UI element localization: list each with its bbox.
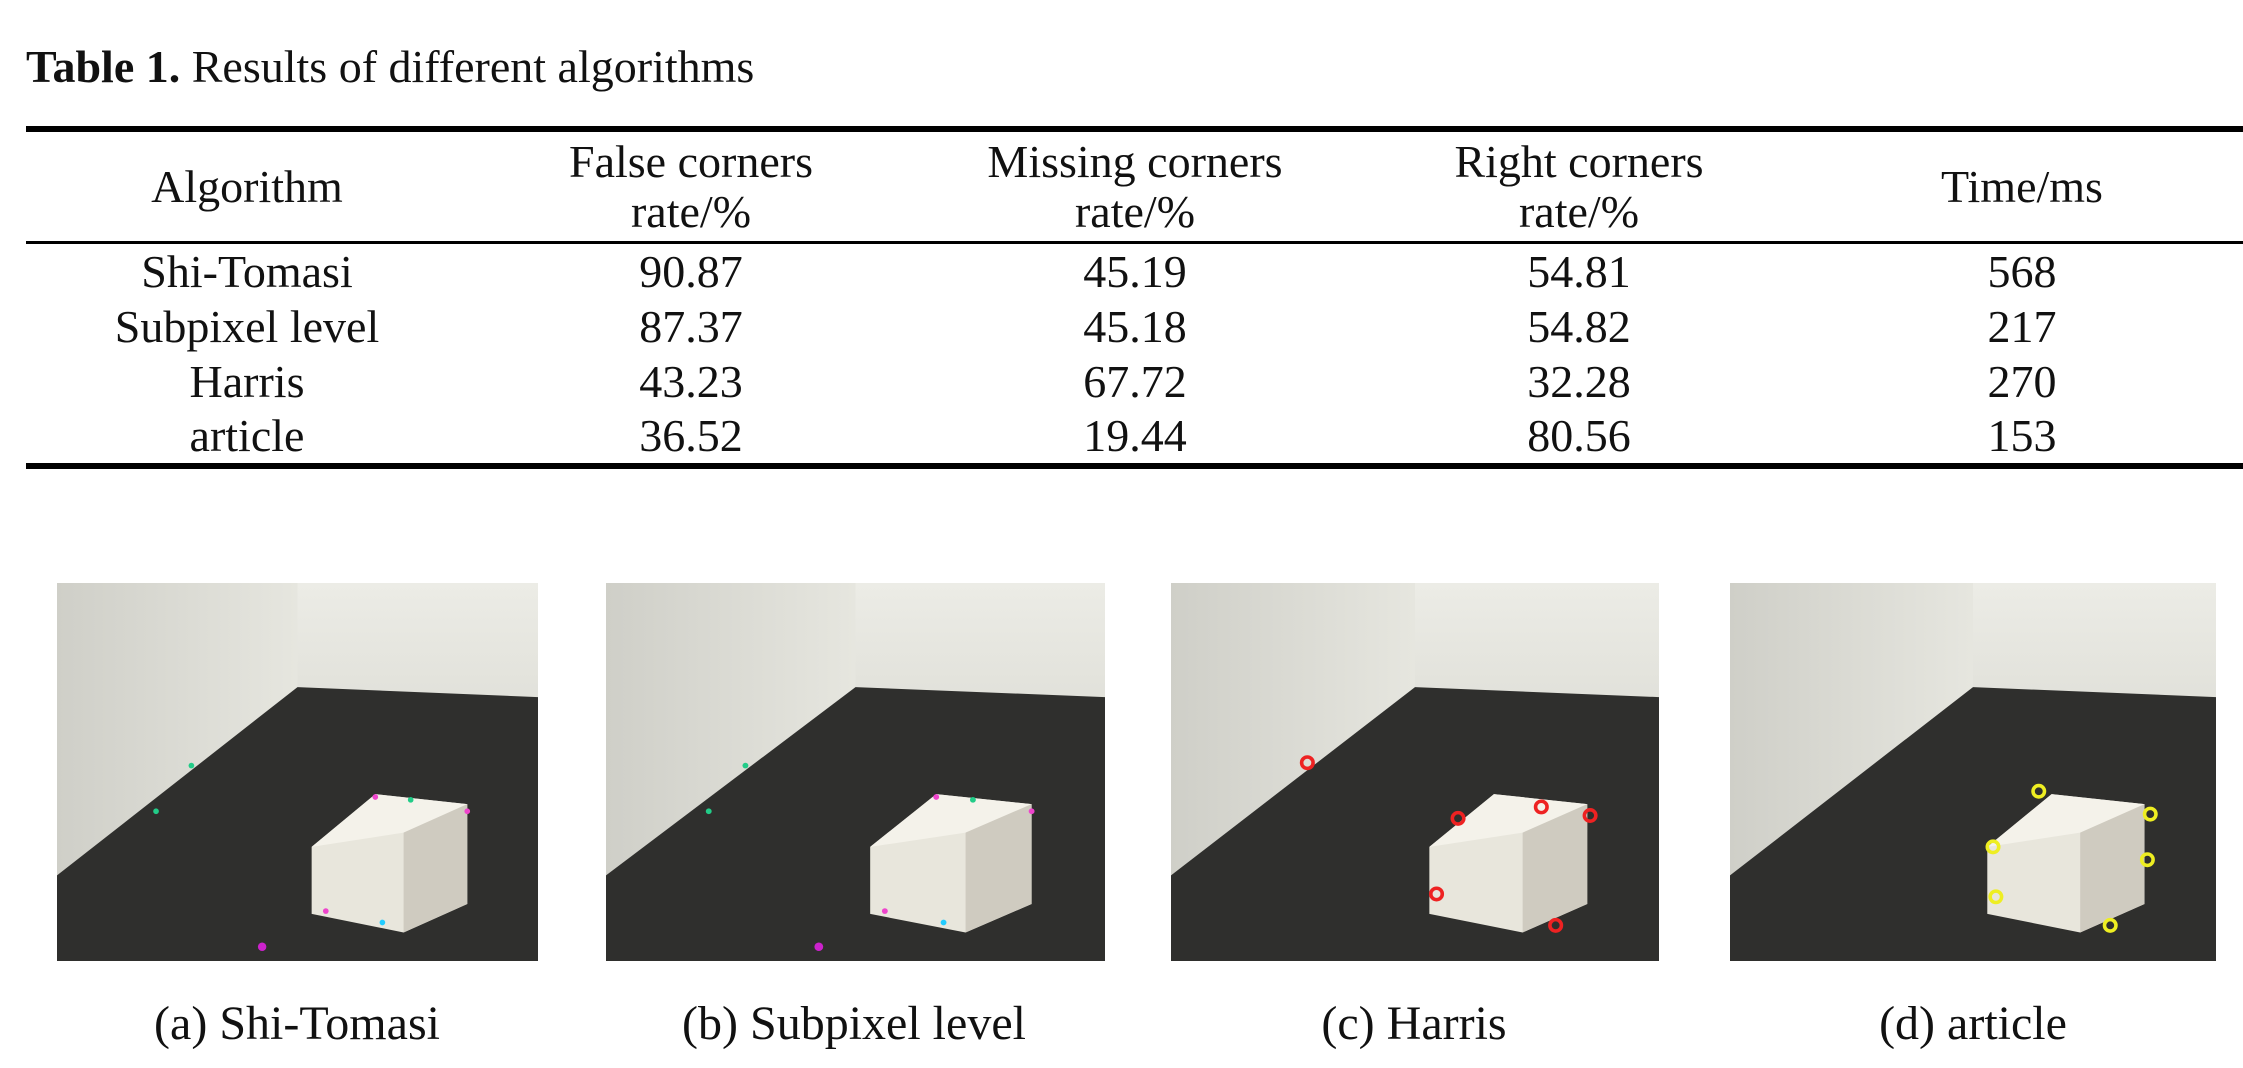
header-cell: False corners rate/%	[569, 136, 813, 237]
header-cell: Missing corners rate/%	[987, 136, 1283, 237]
table-cell: 153	[1987, 410, 2057, 461]
table-cell: 67.72	[1083, 356, 1187, 407]
table-cell: 54.81	[1527, 246, 1631, 297]
figure-caption: (c) Harris	[1321, 997, 1507, 1050]
photo-b	[606, 583, 1105, 961]
table-cell: 19.44	[1083, 410, 1187, 461]
header-cell: Time/ms	[1941, 161, 2103, 212]
table-cell: 80.56	[1527, 410, 1631, 461]
table-cell: 54.82	[1527, 301, 1631, 352]
figure-caption: (a) Shi-Tomasi	[154, 997, 440, 1050]
table-cell: 36.52	[639, 410, 743, 461]
table-cell: Subpixel level	[114, 301, 380, 352]
table-cell: Shi-Tomasi	[141, 246, 353, 297]
figure-caption: (d) article	[1879, 997, 2067, 1050]
caption-label: Table 1.	[26, 41, 181, 92]
table-cell: 568	[1987, 246, 2057, 297]
caption-text: Results of different algorithms	[191, 41, 755, 92]
bottom-rule	[26, 463, 2243, 469]
photo-c	[1171, 583, 1659, 961]
figure-caption: (b) Subpixel level	[682, 997, 1026, 1050]
mid-rule	[26, 241, 2243, 244]
photo-a	[57, 583, 538, 961]
table-cell: article	[189, 410, 305, 461]
table-cell: Harris	[189, 356, 305, 407]
header-cell: Right corners rate/%	[1454, 136, 1704, 237]
table-cell: 217	[1987, 301, 2057, 352]
table-cell: 90.87	[639, 246, 743, 297]
table-cell: 270	[1987, 356, 2057, 407]
table-cell: 43.23	[639, 356, 743, 407]
table-cell: 87.37	[639, 301, 743, 352]
table-cell: 45.19	[1083, 246, 1187, 297]
table-cell: 45.18	[1083, 301, 1187, 352]
table-caption: Table 1. Results of different algorithms	[26, 42, 754, 92]
table-cell: 32.28	[1527, 356, 1631, 407]
header-cell: Algorithm	[151, 161, 343, 212]
photo-d	[1730, 583, 2216, 961]
top-rule	[26, 126, 2243, 132]
